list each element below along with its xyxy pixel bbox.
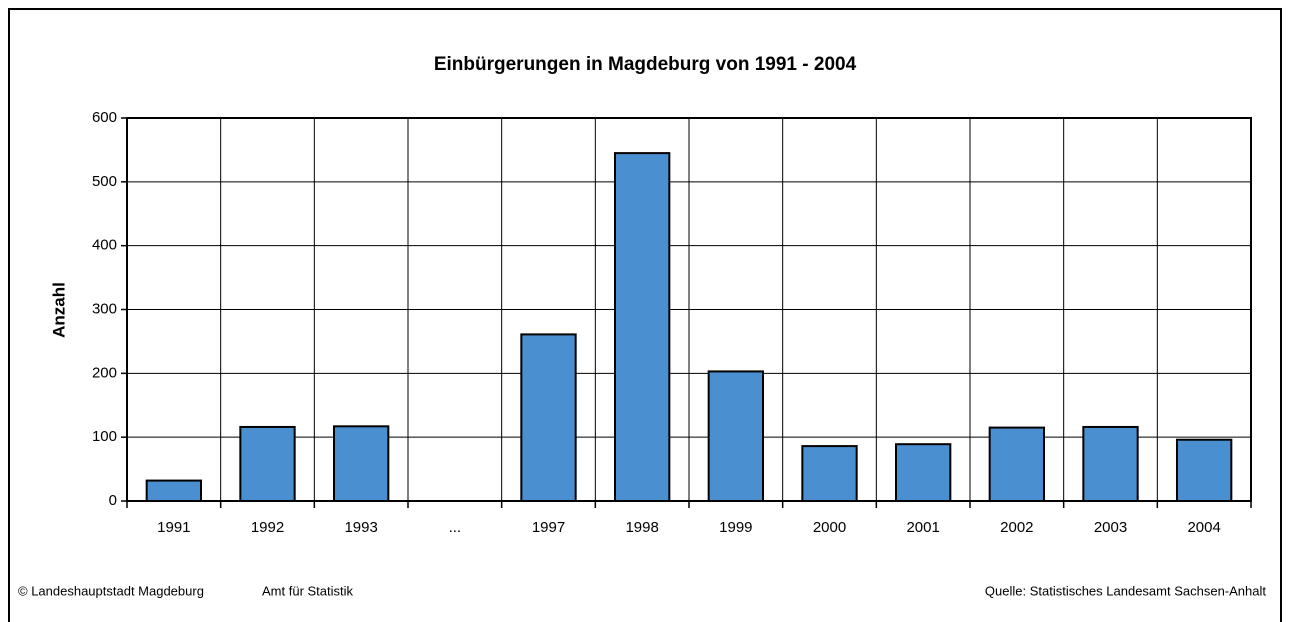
x-tick-label: 1999 bbox=[719, 519, 752, 536]
bar bbox=[614, 152, 671, 502]
bar bbox=[1082, 425, 1139, 503]
y-tick-label: 500 bbox=[92, 173, 117, 190]
bar bbox=[239, 425, 296, 503]
x-tick-label: 2002 bbox=[1000, 519, 1033, 536]
y-tick-label: 0 bbox=[109, 492, 117, 509]
x-tick-label: 2000 bbox=[813, 519, 846, 536]
x-tick-label: 2003 bbox=[1094, 519, 1127, 536]
x-tick-label: 1997 bbox=[532, 519, 565, 536]
y-tick-label: 100 bbox=[92, 428, 117, 445]
bar bbox=[801, 445, 858, 502]
chart-title: Einbürgerungen in Magdeburg von 1991 - 2… bbox=[434, 54, 857, 75]
source: Quelle: Statistisches Landesamt Sachsen-… bbox=[985, 583, 1266, 598]
y-tick-label: 200 bbox=[92, 364, 117, 381]
bar bbox=[1176, 438, 1233, 502]
x-tick-label: 2004 bbox=[1187, 519, 1220, 536]
copyright: © Landeshauptstadt Magdeburg bbox=[18, 583, 204, 598]
y-axis-label: Anzahl bbox=[49, 282, 68, 338]
bar bbox=[333, 425, 390, 502]
x-tick-label: 1998 bbox=[625, 519, 658, 536]
x-tick-label: 1991 bbox=[157, 519, 190, 536]
bar bbox=[707, 370, 764, 502]
bar bbox=[988, 426, 1045, 503]
bar bbox=[520, 333, 577, 502]
x-tick-label: 1992 bbox=[251, 519, 284, 536]
bar bbox=[145, 479, 202, 502]
bar bbox=[895, 443, 952, 502]
y-tick-label: 600 bbox=[92, 109, 117, 126]
x-tick-label: 2001 bbox=[906, 519, 939, 536]
y-tick-label: 300 bbox=[92, 300, 117, 317]
x-tick-label: 1993 bbox=[344, 519, 377, 536]
x-tick-label: ... bbox=[449, 519, 462, 536]
y-tick-label: 400 bbox=[92, 237, 117, 254]
plot-frame bbox=[126, 117, 1252, 502]
office: Amt für Statistik bbox=[262, 583, 354, 598]
